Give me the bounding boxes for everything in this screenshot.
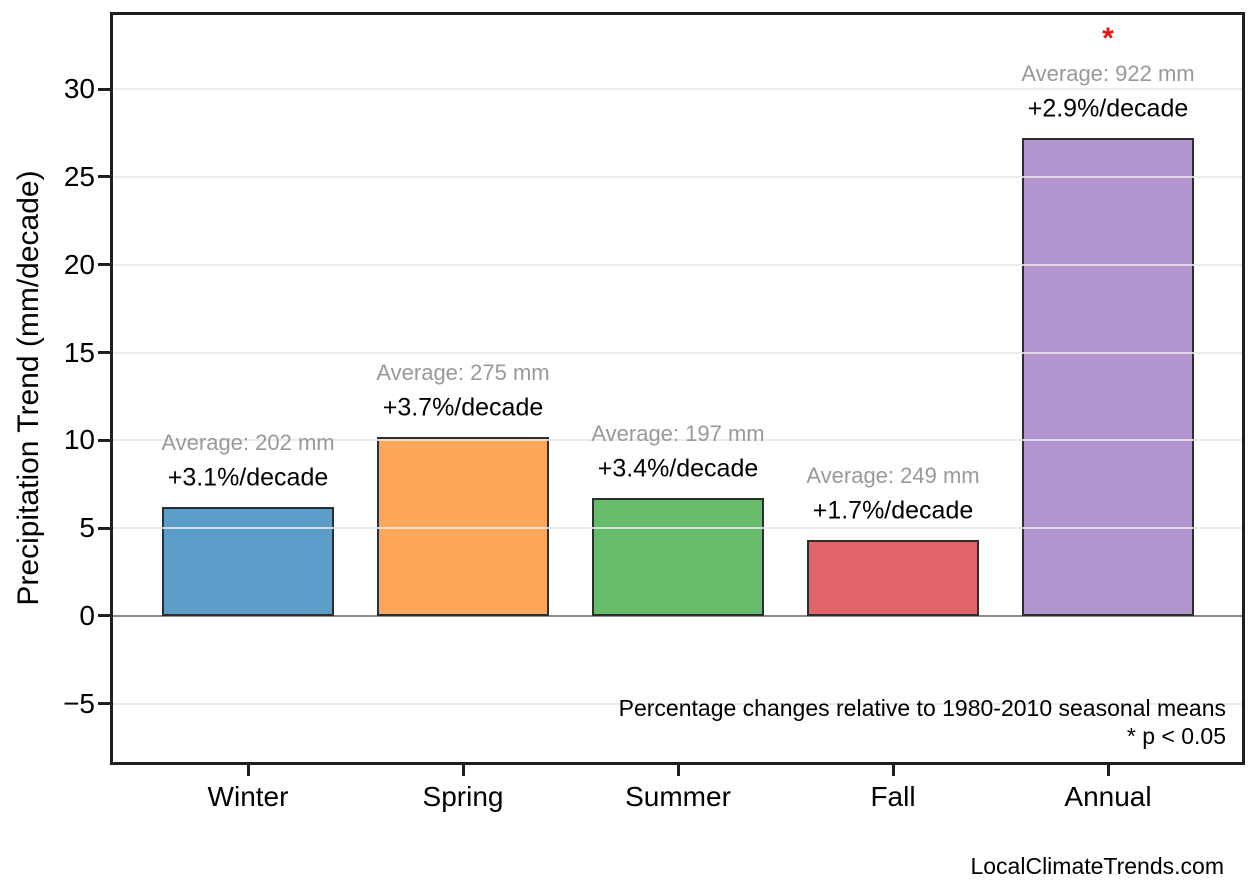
baseline-layer: [113, 15, 1242, 762]
y-tick-label: 20: [63, 248, 95, 280]
x-tick-label-spring: Spring: [422, 781, 504, 812]
gridline: [113, 527, 1242, 530]
bar-summer: [592, 498, 764, 616]
y-tick-label: 5: [79, 512, 95, 544]
bar-spring: [377, 436, 549, 616]
x-tick-mark: [891, 765, 895, 776]
zero-line: [113, 614, 1242, 617]
bar-average-label: Average: 275 mm: [376, 359, 550, 385]
y-tick-mark: [98, 526, 110, 530]
x-tick-label-summer: Summer: [625, 781, 731, 812]
bar-annual: [1022, 138, 1194, 616]
x-tick-label-annual: Annual: [1064, 781, 1152, 812]
gridline: [113, 351, 1242, 354]
y-tick-label: 25: [63, 160, 95, 192]
bar-trend-label: +1.7%/decade: [812, 496, 974, 525]
y-tick-label: 10: [63, 424, 95, 456]
gridline: [113, 88, 1242, 91]
bar-winter: [162, 506, 334, 616]
x-tick-mark: [676, 765, 680, 776]
y-tick-label: 15: [63, 336, 95, 368]
x-tick-label-winter: Winter: [207, 781, 289, 812]
bar-trend-label: +2.9%/decade: [1027, 94, 1189, 123]
y-tick-mark: [98, 614, 110, 618]
y-tick-mark: [98, 351, 110, 355]
bars-layer: [113, 15, 1242, 762]
bar-average-label: Average: 922 mm: [1021, 61, 1195, 87]
y-tick-mark: [98, 87, 110, 91]
y-tick-label: 0: [79, 599, 95, 631]
note-line-1: Percentage changes relative to 1980-2010…: [618, 695, 1226, 721]
x-tick-mark: [1106, 765, 1110, 776]
x-tick-label-fall: Fall: [870, 781, 916, 812]
y-tick-label: −5: [63, 687, 95, 719]
bar-trend-label: +3.7%/decade: [382, 393, 544, 422]
y-tick-mark: [98, 263, 110, 267]
bar-fall: [807, 540, 979, 616]
y-tick-mark: [98, 175, 110, 179]
x-tick-mark: [246, 765, 250, 776]
bar-average-label: Average: 249 mm: [806, 463, 980, 489]
note-line-2: * p < 0.05: [1126, 723, 1226, 749]
y-tick-mark: [98, 438, 110, 442]
y-tick-mark: [98, 702, 110, 706]
note-block: Percentage changes relative to 1980-2010…: [619, 694, 1226, 750]
significance-star: *: [1102, 22, 1114, 56]
gridline: [113, 702, 1242, 705]
watermark: LocalClimateTrends.com: [970, 853, 1224, 879]
bar-average-label: Average: 202 mm: [161, 429, 335, 455]
plot-area: Percentage changes relative to 1980-2010…: [110, 12, 1245, 765]
bar-average-label: Average: 197 mm: [591, 421, 765, 447]
gridline: [113, 175, 1242, 178]
bar-trend-label: +3.4%/decade: [597, 454, 759, 483]
gridlines-layer: [113, 15, 1242, 762]
x-tick-mark: [461, 765, 465, 776]
gridline: [113, 263, 1242, 266]
y-tick-label: 30: [63, 73, 95, 105]
bar-trend-label: +3.1%/decade: [167, 463, 329, 492]
gridline: [113, 439, 1242, 442]
